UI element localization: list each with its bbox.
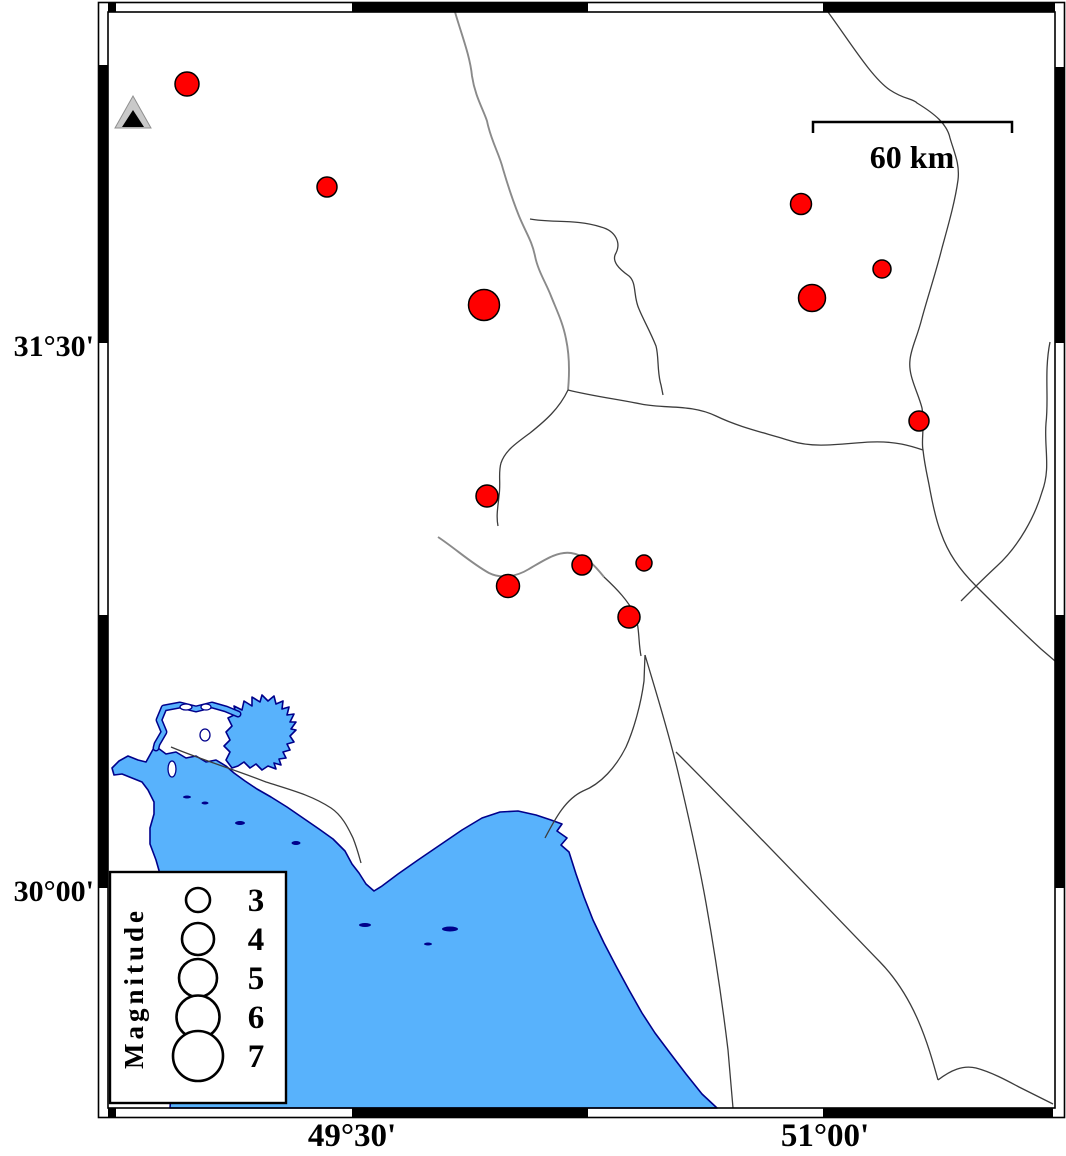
- frame-tick-segment: [352, 1108, 588, 1118]
- lon-label-right: 51°00': [781, 1118, 869, 1154]
- legend-magnitude-value: 6: [248, 1000, 265, 1036]
- gulf-islet: [291, 841, 301, 845]
- scale-bar-label: 60 km: [870, 139, 955, 175]
- boundary-line: [644, 654, 734, 1109]
- frame-tick-segment: [823, 2, 1055, 12]
- legend-magnitude-value: 3: [248, 883, 265, 919]
- earthquake-epicenter[interactable]: [872, 259, 892, 279]
- legend-magnitude-circle: [184, 886, 212, 914]
- frame-tick-segment: [1055, 615, 1065, 888]
- boundary-line: [937, 1066, 1054, 1105]
- frame-tick-segment: [1055, 67, 1065, 343]
- frame-tick-segment: [352, 2, 588, 12]
- channel-island: [200, 703, 212, 711]
- estuary-channel-outline: [152, 701, 242, 752]
- lon-label-left: 49°30': [308, 1118, 396, 1154]
- frame-tick-segment: [823, 1108, 1053, 1118]
- frame-tick-segment: [98, 615, 108, 888]
- gulf-islet: [183, 795, 191, 799]
- boundary-line: [544, 654, 646, 839]
- scale-bar-bracket: [811, 120, 1014, 133]
- frame-tick-segment: [98, 65, 108, 343]
- boundary-line: [170, 746, 362, 864]
- earthquake-epicenter[interactable]: [475, 484, 499, 508]
- earthquake-epicenter[interactable]: [571, 554, 593, 576]
- boundary-line: [827, 11, 1056, 662]
- legend-title: Magnitude: [119, 907, 149, 1069]
- boundary-line: [675, 751, 939, 1081]
- earthquake-epicenter[interactable]: [789, 192, 813, 216]
- boundary-line: [529, 218, 664, 396]
- seismic-station-marker[interactable]: [114, 94, 152, 129]
- earthquake-epicenter[interactable]: [797, 283, 827, 313]
- legend-magnitude-value: 5: [248, 961, 265, 997]
- legend-magnitude-value: 7: [248, 1039, 265, 1075]
- boundary-line: [496, 389, 569, 527]
- coastal-island: [167, 760, 177, 778]
- station-triangle-inner: [122, 110, 144, 127]
- scale-bar: 60 km: [811, 120, 1014, 175]
- earthquake-epicenter[interactable]: [635, 554, 653, 572]
- frame-tick-segment: [108, 1108, 116, 1118]
- gulf-islet: [201, 801, 209, 805]
- legend-magnitude-circle: [171, 1029, 225, 1083]
- earthquake-epicenter[interactable]: [316, 176, 338, 198]
- gulf-islet: [424, 942, 432, 946]
- river-line: [454, 11, 570, 391]
- gulf-islet: [235, 821, 245, 825]
- estuary-island: [199, 728, 211, 742]
- earthquake-epicenter[interactable]: [908, 410, 930, 432]
- lat-label-top: 31°30': [14, 330, 94, 363]
- earthquake-epicenter[interactable]: [495, 573, 521, 599]
- legend-magnitude-circle: [177, 957, 219, 999]
- gulf-islet: [442, 926, 458, 932]
- legend-magnitude-circle: [180, 921, 216, 957]
- earthquake-epicenter[interactable]: [617, 605, 641, 629]
- legend-magnitude-value: 4: [248, 922, 265, 958]
- earthquake-epicenters: [174, 71, 930, 629]
- frame-tick-segment: [108, 2, 116, 12]
- map-frame: [97, 1, 1066, 1119]
- earthquake-epicenter[interactable]: [467, 288, 501, 322]
- estuary-khor-musa: [223, 694, 297, 771]
- boundary-lines: [170, 11, 1056, 1109]
- boundary-line: [567, 389, 924, 451]
- gulf-islet: [359, 923, 371, 927]
- lat-label-bottom: 30°00': [14, 875, 94, 908]
- channel-island: [179, 703, 193, 711]
- river-lines: [437, 11, 605, 578]
- boundary-line: [960, 341, 1051, 602]
- earthquake-epicenter[interactable]: [174, 71, 200, 97]
